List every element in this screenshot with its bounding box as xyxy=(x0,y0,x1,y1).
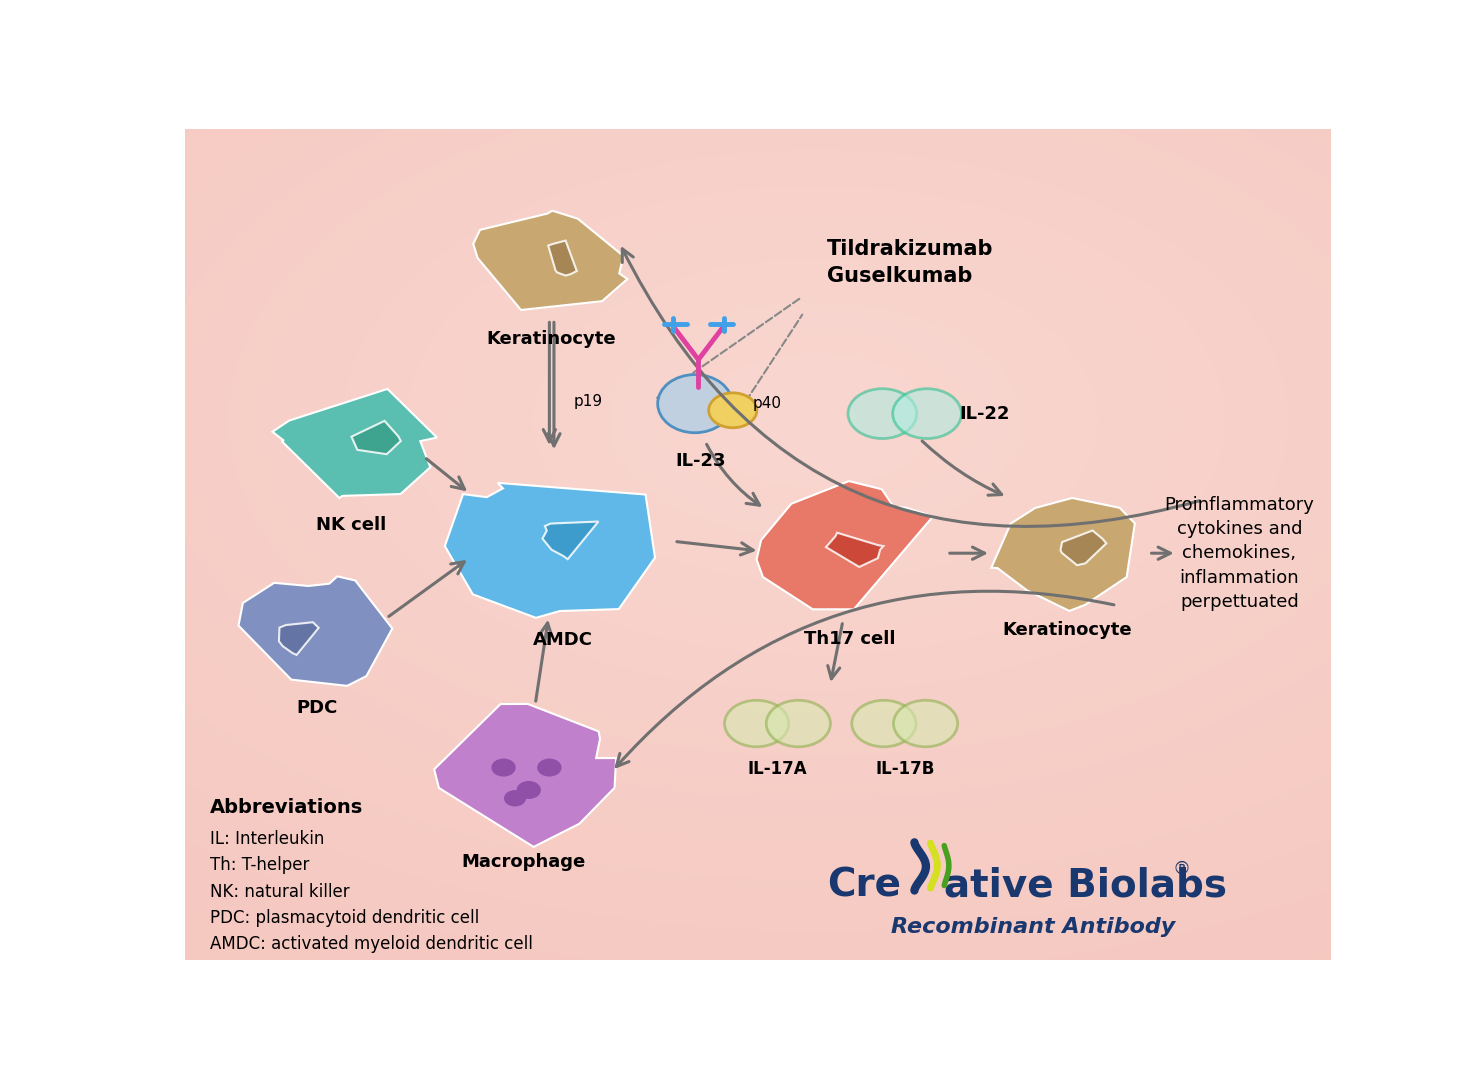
FancyArrowPatch shape xyxy=(921,441,1001,495)
FancyArrowPatch shape xyxy=(828,624,843,679)
FancyArrowPatch shape xyxy=(426,459,464,490)
Text: p19: p19 xyxy=(574,395,603,410)
FancyArrowPatch shape xyxy=(1152,547,1170,559)
Text: Recombinant Antibody: Recombinant Antibody xyxy=(890,917,1176,937)
Text: IL-17B: IL-17B xyxy=(876,760,935,778)
Circle shape xyxy=(766,700,830,747)
Text: IL-23: IL-23 xyxy=(676,452,726,469)
Circle shape xyxy=(518,781,540,798)
Text: Keratinocyte: Keratinocyte xyxy=(487,330,617,347)
Polygon shape xyxy=(435,704,617,847)
FancyArrowPatch shape xyxy=(389,562,464,616)
Text: ®: ® xyxy=(1173,860,1191,878)
Text: IL: Interleukin
Th: T-helper
NK: natural killer
PDC: plasmacytoid dendritic cell: IL: Interleukin Th: T-helper NK: natural… xyxy=(210,830,532,954)
Circle shape xyxy=(493,760,515,776)
Polygon shape xyxy=(445,482,655,618)
Text: Tildrakizumab
Guselkumab: Tildrakizumab Guselkumab xyxy=(827,240,994,286)
FancyArrowPatch shape xyxy=(543,323,556,441)
Polygon shape xyxy=(991,498,1134,611)
Circle shape xyxy=(538,760,561,776)
Text: PDC: PDC xyxy=(296,699,337,718)
Text: Abbreviations: Abbreviations xyxy=(210,798,364,817)
Text: ative Biolabs: ative Biolabs xyxy=(944,866,1226,904)
Ellipse shape xyxy=(658,374,732,433)
FancyArrowPatch shape xyxy=(707,445,760,505)
Circle shape xyxy=(852,700,916,747)
Text: p40: p40 xyxy=(753,396,781,411)
Circle shape xyxy=(893,388,961,438)
Polygon shape xyxy=(473,210,627,310)
Text: IL-22: IL-22 xyxy=(960,405,1010,423)
Polygon shape xyxy=(1060,531,1106,565)
Polygon shape xyxy=(280,623,318,655)
Text: Macrophage: Macrophage xyxy=(461,853,586,871)
Text: Th17 cell: Th17 cell xyxy=(805,630,895,648)
Polygon shape xyxy=(825,533,883,566)
FancyArrowPatch shape xyxy=(547,323,561,446)
Polygon shape xyxy=(272,388,436,498)
FancyArrowPatch shape xyxy=(950,547,985,559)
Polygon shape xyxy=(543,521,599,559)
Polygon shape xyxy=(757,481,933,610)
Text: IL-17A: IL-17A xyxy=(748,760,808,778)
Text: AMDC: AMDC xyxy=(532,631,593,650)
FancyArrowPatch shape xyxy=(623,249,1199,527)
FancyArrowPatch shape xyxy=(535,623,552,701)
Text: Cre: Cre xyxy=(827,866,901,904)
Polygon shape xyxy=(352,421,401,454)
Polygon shape xyxy=(238,576,392,686)
Circle shape xyxy=(893,700,958,747)
Ellipse shape xyxy=(708,393,757,427)
Circle shape xyxy=(847,388,917,438)
FancyArrowPatch shape xyxy=(617,591,1114,767)
Text: Proinflammatory
cytokines and
chemokines,
inflammation
perpettuated: Proinflammatory cytokines and chemokines… xyxy=(1164,495,1315,611)
Text: NK cell: NK cell xyxy=(317,516,386,534)
Circle shape xyxy=(725,700,788,747)
Text: Keratinocyte: Keratinocyte xyxy=(1003,620,1133,639)
Polygon shape xyxy=(549,241,577,275)
Circle shape xyxy=(504,791,525,806)
FancyArrowPatch shape xyxy=(677,542,753,555)
